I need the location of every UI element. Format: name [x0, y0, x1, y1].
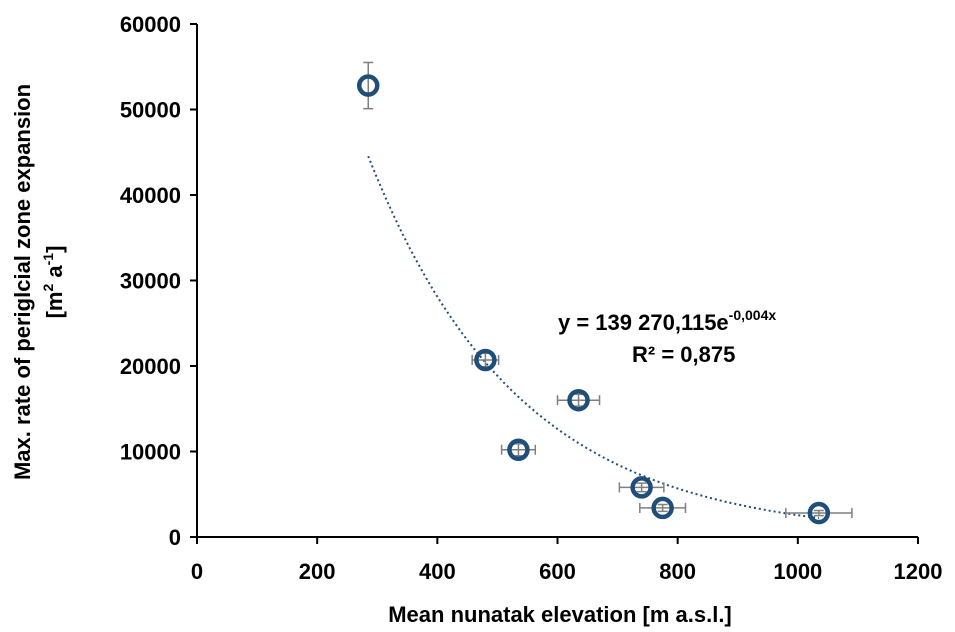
point-marker [507, 438, 530, 462]
data-point [500, 438, 537, 462]
x-tick-label: 400 [419, 559, 456, 584]
x-tick-label: 1200 [894, 559, 943, 584]
trendline-equation: y = 139 270,115e-0,004x [558, 307, 776, 335]
point-marker [356, 74, 380, 97]
y-tick-label: 30000 [120, 269, 181, 294]
x-axis-title: Mean nunatak elevation [m a.s.l.] [388, 602, 732, 627]
data-point [356, 61, 380, 110]
data-points [356, 61, 853, 525]
y-axis-title-line2: [m2 a-1] [40, 246, 67, 319]
y-tick-label: 10000 [120, 440, 181, 465]
point-marker [807, 501, 831, 525]
x-tick-label: 1000 [773, 559, 822, 584]
point-marker [651, 496, 674, 520]
x-tick-label: 0 [191, 559, 203, 584]
data-point [618, 476, 665, 499]
x-tick-label: 600 [539, 559, 576, 584]
y-tick-label: 60000 [120, 12, 181, 37]
y-tick-label: 0 [169, 525, 181, 550]
point-marker [630, 476, 653, 499]
y-tick-label: 40000 [120, 183, 181, 208]
x-tick-label: 200 [299, 559, 336, 584]
y-tick-label: 50000 [120, 98, 181, 123]
y-tick-label: 20000 [120, 354, 181, 379]
point-marker [474, 348, 497, 372]
point-marker [567, 388, 590, 412]
x-tick-label: 800 [659, 559, 696, 584]
data-point [556, 388, 601, 412]
trendline-r-squared: R² = 0,875 [632, 342, 735, 367]
data-point [471, 348, 500, 372]
tick-labels: 0 200 400 600 800 1000 1200 0 10000 20000 30000 400… [120, 12, 943, 584]
axes [196, 24, 918, 538]
y-axis-title: Max. rate of periglcial zone expansion [… [10, 84, 67, 480]
trendline [367, 155, 820, 519]
y-axis-title-line1: Max. rate of periglcial zone expansion [10, 84, 35, 480]
data-point [639, 496, 687, 520]
data-point [785, 501, 853, 525]
